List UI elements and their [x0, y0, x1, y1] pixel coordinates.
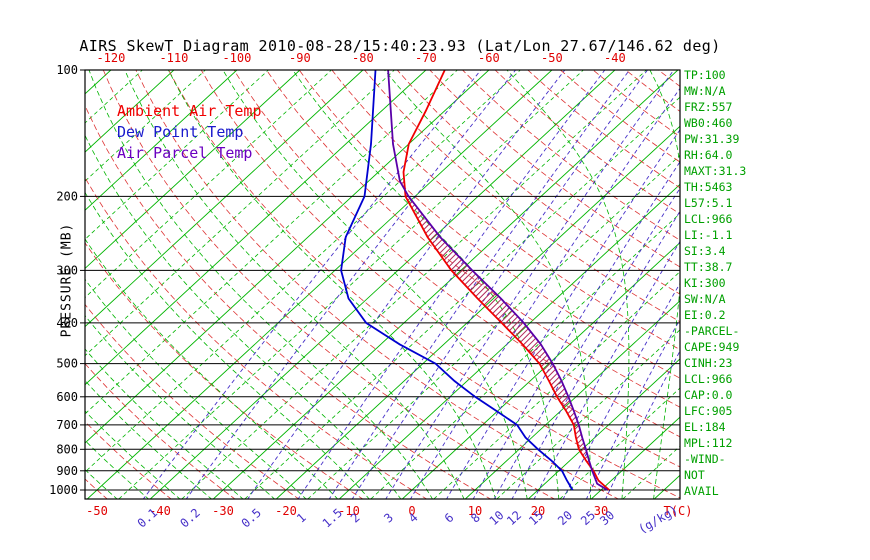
svg-text:-120: -120 — [96, 51, 125, 65]
svg-text:-80: -80 — [352, 51, 374, 65]
svg-text:10: 10 — [468, 504, 482, 518]
svg-text:20: 20 — [555, 508, 575, 528]
stat-line: -WIND- — [684, 452, 726, 466]
svg-text:20: 20 — [531, 504, 545, 518]
svg-text:700: 700 — [56, 418, 78, 432]
stat-line: WB0:460 — [684, 116, 733, 130]
svg-text:200: 200 — [56, 189, 78, 203]
stat-line: MPL:112 — [684, 436, 733, 450]
legend-item: Ambient Air Temp — [117, 102, 262, 120]
stat-line: KI:300 — [684, 276, 726, 290]
stat-line: CINH:23 — [684, 356, 733, 370]
svg-text:500: 500 — [56, 357, 78, 371]
svg-text:6: 6 — [442, 510, 457, 525]
svg-text:-50: -50 — [541, 51, 563, 65]
svg-text:(g/kg): (g/kg) — [636, 503, 681, 537]
svg-text:-30: -30 — [212, 504, 234, 518]
svg-text:-40: -40 — [604, 51, 626, 65]
svg-text:-70: -70 — [415, 51, 437, 65]
pressure-axis-label: PRESSURE (MB) — [59, 222, 75, 338]
stat-line: EI:0.2 — [684, 308, 726, 322]
svg-text:900: 900 — [56, 464, 78, 478]
svg-text:1: 1 — [294, 510, 309, 525]
stat-line: -PARCEL- — [684, 324, 740, 338]
stat-line: LCL:966 — [684, 212, 733, 226]
stat-line: AVAIL — [684, 484, 719, 498]
svg-text:-10: -10 — [338, 504, 360, 518]
stat-line: SI:3.4 — [684, 244, 726, 258]
legend: Ambient Air Temp Dew Point Temp Air Parcel… — [117, 101, 262, 164]
svg-text:-100: -100 — [222, 51, 251, 65]
stats-panel: TP:100 MW:N/A FRZ:557 WB0:460 PW:31.39 RH:64.… — [684, 67, 746, 499]
svg-text:3: 3 — [381, 510, 396, 525]
svg-text:-40: -40 — [149, 504, 171, 518]
legend-item: Dew Point Temp — [117, 123, 244, 141]
svg-text:-90: -90 — [289, 51, 311, 65]
svg-text:4: 4 — [406, 510, 421, 525]
svg-text:800: 800 — [56, 442, 78, 456]
svg-text:30: 30 — [594, 504, 608, 518]
svg-text:12: 12 — [504, 508, 524, 528]
stat-line: TP:100 — [684, 68, 726, 82]
svg-text:100: 100 — [56, 63, 78, 77]
chart-title: AIRS SkewT Diagram 2010-08-28/15:40:23.9… — [79, 37, 721, 55]
svg-text:-20: -20 — [275, 504, 297, 518]
stat-line: LCL:966 — [684, 372, 733, 386]
stat-line: MAXT:31.3 — [684, 164, 747, 178]
stat-line: L57:5.1 — [684, 196, 733, 210]
svg-text:0: 0 — [408, 504, 415, 518]
svg-text:T(C): T(C) — [664, 504, 693, 518]
svg-text:1000: 1000 — [49, 483, 78, 497]
stat-line: TT:38.7 — [684, 260, 733, 274]
svg-text:300: 300 — [56, 263, 78, 277]
stat-line: TH:5463 — [684, 180, 733, 194]
stat-line: CAP:0.0 — [684, 388, 733, 402]
stat-line: MW:N/A — [684, 84, 726, 98]
stat-line: RH:64.0 — [684, 148, 733, 162]
svg-text:0.2: 0.2 — [177, 506, 202, 531]
svg-text:-50: -50 — [86, 504, 108, 518]
svg-text:400: 400 — [56, 316, 78, 330]
legend-item: Air Parcel Temp — [117, 144, 253, 162]
svg-text:-110: -110 — [159, 51, 188, 65]
stat-line: PW:31.39 — [684, 132, 740, 146]
svg-text:600: 600 — [56, 390, 78, 404]
stat-line: LI:-1.1 — [684, 228, 733, 242]
stat-line: SW:N/A — [684, 292, 726, 306]
svg-text:-60: -60 — [478, 51, 500, 65]
stat-line: EL:184 — [684, 420, 726, 434]
svg-text:2: 2 — [348, 510, 363, 525]
stat-line: FRZ:557 — [684, 100, 733, 114]
stat-line: CAPE:949 — [684, 340, 740, 354]
stat-line: NOT — [684, 468, 705, 482]
stat-line: LFC:905 — [684, 404, 733, 418]
svg-text:0.5: 0.5 — [239, 506, 264, 531]
